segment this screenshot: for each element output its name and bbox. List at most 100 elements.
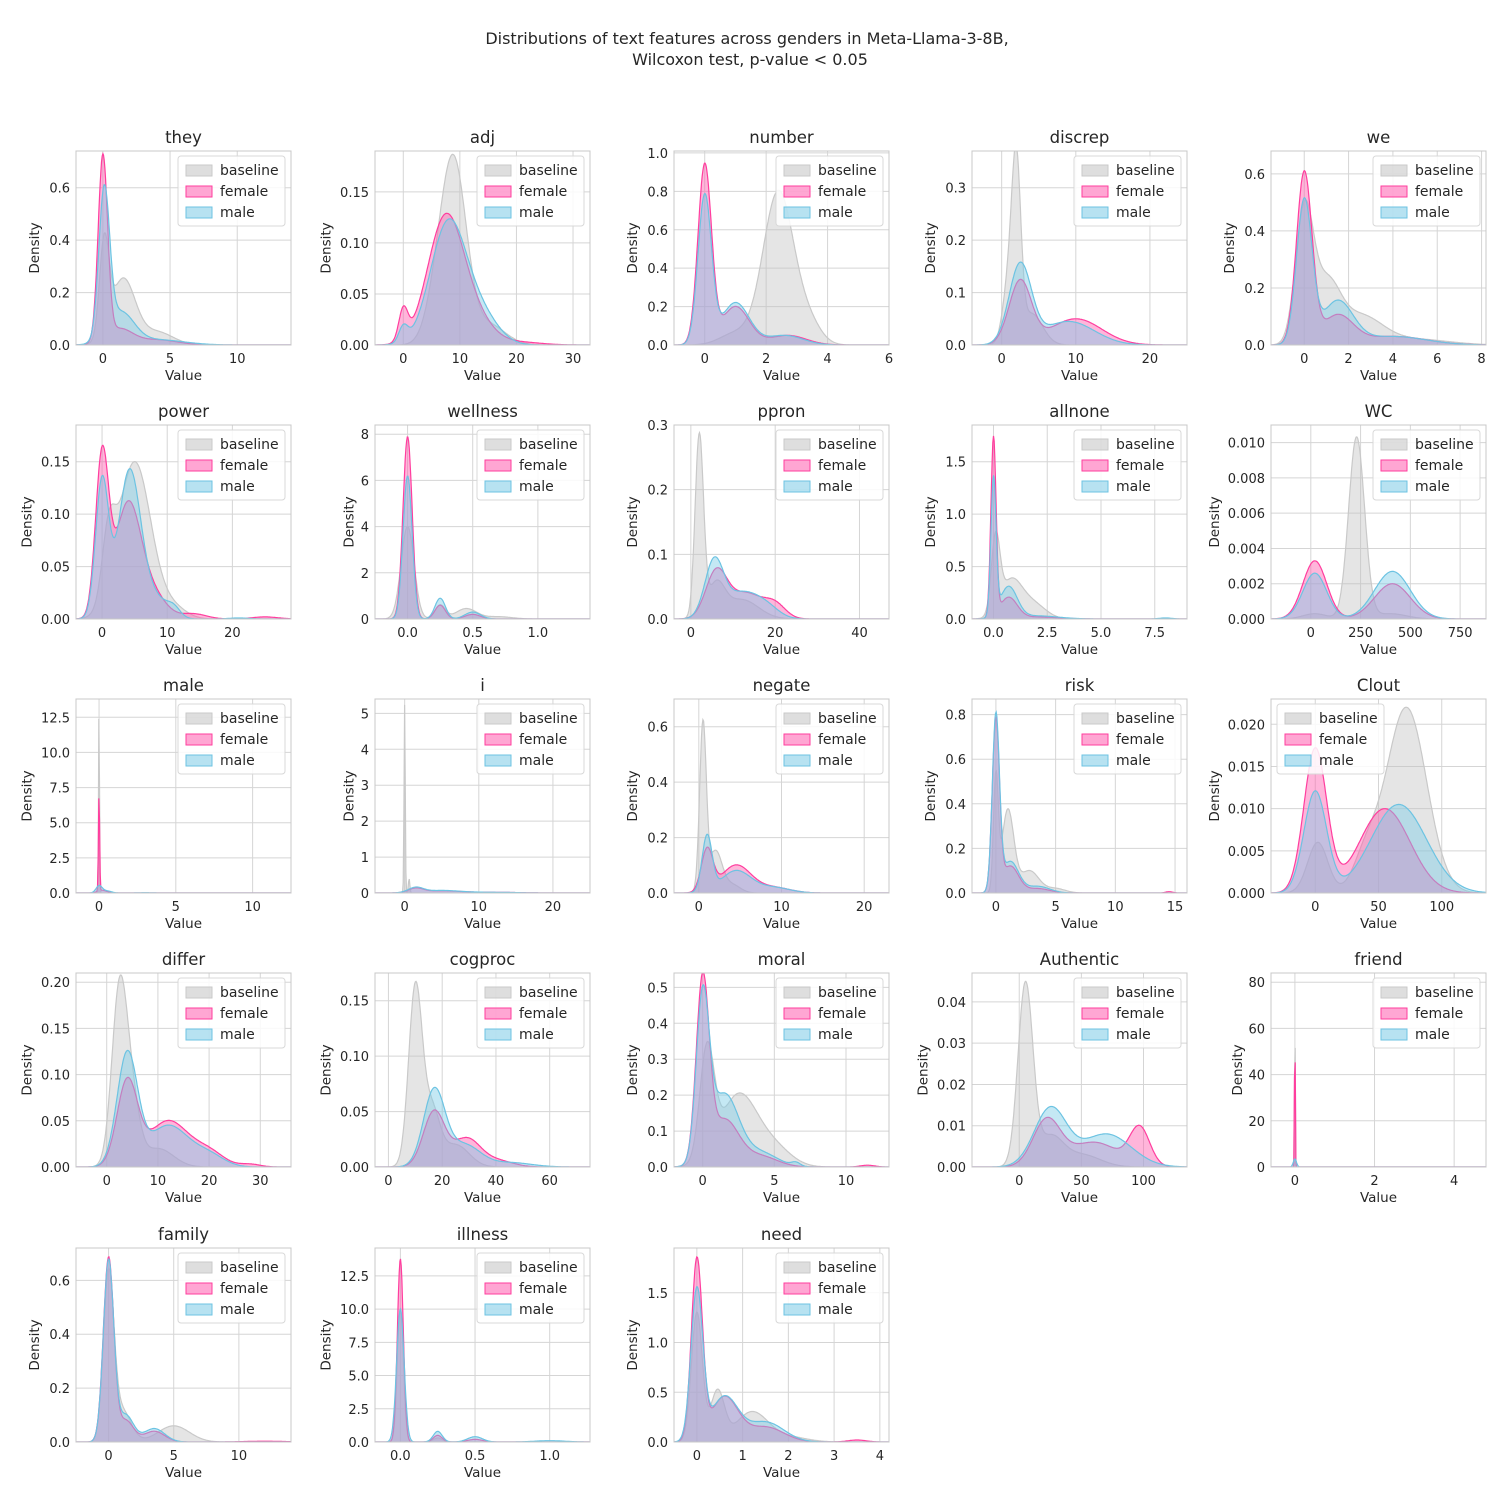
subplot-title: power bbox=[158, 402, 209, 421]
x-tick-label: 0 bbox=[1291, 1174, 1299, 1189]
x-tick-label: 10 bbox=[159, 626, 176, 641]
legend: baseline female male bbox=[775, 429, 884, 501]
legend-label-baseline: baseline bbox=[1116, 985, 1175, 1001]
subplot-friend: 0 2 4020406080friendValueDensitybaselinefe… bbox=[1230, 950, 1487, 1206]
subplot-title: we bbox=[1367, 128, 1391, 147]
density-area-male bbox=[1271, 197, 1486, 345]
density-area-male bbox=[674, 1286, 889, 1442]
density-line-baseline bbox=[972, 151, 1187, 345]
legend-swatch-baseline bbox=[783, 712, 811, 725]
subplot-title: cogproc bbox=[450, 950, 516, 969]
density-area-male bbox=[674, 193, 889, 345]
x-axis-label: Value bbox=[464, 1465, 501, 1481]
x-tick-label: 500 bbox=[1398, 626, 1423, 641]
y-tick-label: 1.5 bbox=[945, 456, 966, 471]
legend-swatch-male bbox=[783, 480, 811, 493]
x-axis-label: Value bbox=[1360, 642, 1397, 658]
subplot-discrep: 0 10 20 0.0 0.1 0.2 0.3 discrep Value Density base… bbox=[923, 128, 1188, 384]
y-tick-label: 2 bbox=[361, 567, 369, 582]
y-axis-label: Density bbox=[20, 1044, 36, 1095]
legend-swatch-baseline bbox=[1081, 164, 1109, 177]
density-line-baseline bbox=[972, 530, 1187, 619]
legend-label-male: male bbox=[519, 753, 554, 769]
subplot-need: 0 1 2 3 4 0.0 0.5 1.0 1.5 need Value Density baselin… bbox=[625, 1225, 890, 1481]
density-area-male bbox=[375, 218, 590, 345]
x-tick-label: 0 bbox=[104, 1449, 112, 1464]
density-line-baseline bbox=[76, 461, 291, 619]
legend-label-female: female bbox=[220, 1281, 268, 1297]
density-area-baseline bbox=[674, 432, 889, 619]
y-tick-label: 0.00 bbox=[41, 1161, 70, 1176]
x-tick-label: 0 bbox=[693, 1449, 701, 1464]
y-tick-label: 0.0 bbox=[647, 887, 668, 902]
legend: baseline female male bbox=[177, 703, 286, 775]
x-tick-label: 0 bbox=[1311, 900, 1319, 915]
y-tick-label: 0.0 bbox=[49, 1436, 70, 1451]
y-tick-label: 0.0 bbox=[647, 1161, 668, 1176]
legend-swatch-baseline bbox=[1380, 164, 1408, 177]
legend-label-baseline: baseline bbox=[519, 163, 578, 179]
y-axis-label: Density bbox=[923, 496, 939, 547]
legend-label-baseline: baseline bbox=[220, 163, 279, 179]
density-area-female bbox=[972, 435, 1187, 619]
legend-label-male: male bbox=[1415, 205, 1450, 221]
subplot-power: 0 10 20 0.00 0.05 0.10 0.15 power Value Density ba… bbox=[20, 402, 292, 658]
density-area-baseline bbox=[972, 981, 1187, 1167]
subplot-allnone: 0.0 2.5 5.0 7.5 0.0 0.5 1.0 1.5 allnone Value Dens… bbox=[923, 402, 1188, 658]
density-area-male bbox=[972, 262, 1187, 345]
x-axis-label: Value bbox=[464, 916, 501, 932]
legend-label-male: male bbox=[519, 1302, 554, 1318]
plot-frame bbox=[75, 972, 292, 1168]
legend: baseline female male bbox=[1073, 977, 1182, 1049]
x-tick-label: 4 bbox=[1450, 1174, 1458, 1189]
x-tick-label: 250 bbox=[1348, 626, 1373, 641]
y-tick-label: 0.01 bbox=[937, 1120, 966, 1135]
density-line-female bbox=[972, 1116, 1187, 1167]
subplot-title: male bbox=[163, 676, 204, 695]
x-tick-label: 1 bbox=[738, 1449, 746, 1464]
legend-label-baseline: baseline bbox=[1319, 711, 1378, 727]
x-tick-label: 50 bbox=[1370, 900, 1387, 915]
legend-swatch-baseline bbox=[1380, 986, 1408, 999]
legend-label-male: male bbox=[519, 205, 554, 221]
y-tick-label: 5.0 bbox=[49, 817, 70, 832]
legend-swatch-baseline bbox=[1081, 986, 1109, 999]
density-area-female bbox=[76, 153, 291, 345]
plot-frame bbox=[374, 972, 591, 1168]
plot-frame bbox=[75, 150, 292, 346]
y-tick-label: 3 bbox=[361, 779, 369, 794]
density-line-female bbox=[674, 1255, 889, 1442]
legend-swatch-male bbox=[1284, 754, 1312, 767]
legend-label-baseline: baseline bbox=[519, 1260, 578, 1276]
legend-swatch-male bbox=[484, 480, 512, 493]
legend-swatch-baseline bbox=[484, 438, 512, 451]
legend-label-female: female bbox=[519, 458, 567, 474]
y-tick-label: 0.2 bbox=[647, 1089, 668, 1104]
subplot-title: family bbox=[158, 1225, 209, 1244]
x-tick-label: 0 bbox=[695, 900, 703, 915]
density-area-female bbox=[375, 1258, 590, 1442]
subplot-title: i bbox=[480, 676, 485, 695]
x-tick-label: 30 bbox=[252, 1174, 269, 1189]
density-area-female bbox=[1271, 560, 1486, 619]
x-tick-label: 2 bbox=[1370, 1174, 1378, 1189]
x-axis-label: Value bbox=[165, 1190, 202, 1206]
density-line-male bbox=[674, 556, 889, 619]
legend-swatch-female bbox=[1081, 185, 1109, 198]
density-area-female bbox=[76, 1077, 291, 1167]
legend-swatch-male bbox=[1081, 754, 1109, 767]
legend-swatch-baseline bbox=[185, 438, 213, 451]
subplot-ppron: 0 20 40 0.0 0.1 0.2 0.3 ppron Value Density baseli… bbox=[625, 402, 890, 658]
x-tick-label: 4 bbox=[823, 352, 831, 367]
density-line-baseline bbox=[674, 717, 889, 893]
x-tick-label: 750 bbox=[1448, 626, 1473, 641]
y-tick-label: 0.000 bbox=[1228, 613, 1265, 628]
legend-label-female: female bbox=[1415, 1006, 1463, 1022]
x-tick-label: 100 bbox=[1131, 1174, 1156, 1189]
y-tick-label: 0.2 bbox=[647, 484, 668, 499]
x-tick-label: 0 bbox=[103, 1174, 111, 1189]
x-tick-label: 1.0 bbox=[528, 626, 549, 641]
x-tick-label: 0.0 bbox=[390, 1449, 411, 1464]
density-area-female bbox=[972, 279, 1187, 345]
x-axis-label: Value bbox=[464, 1190, 501, 1206]
